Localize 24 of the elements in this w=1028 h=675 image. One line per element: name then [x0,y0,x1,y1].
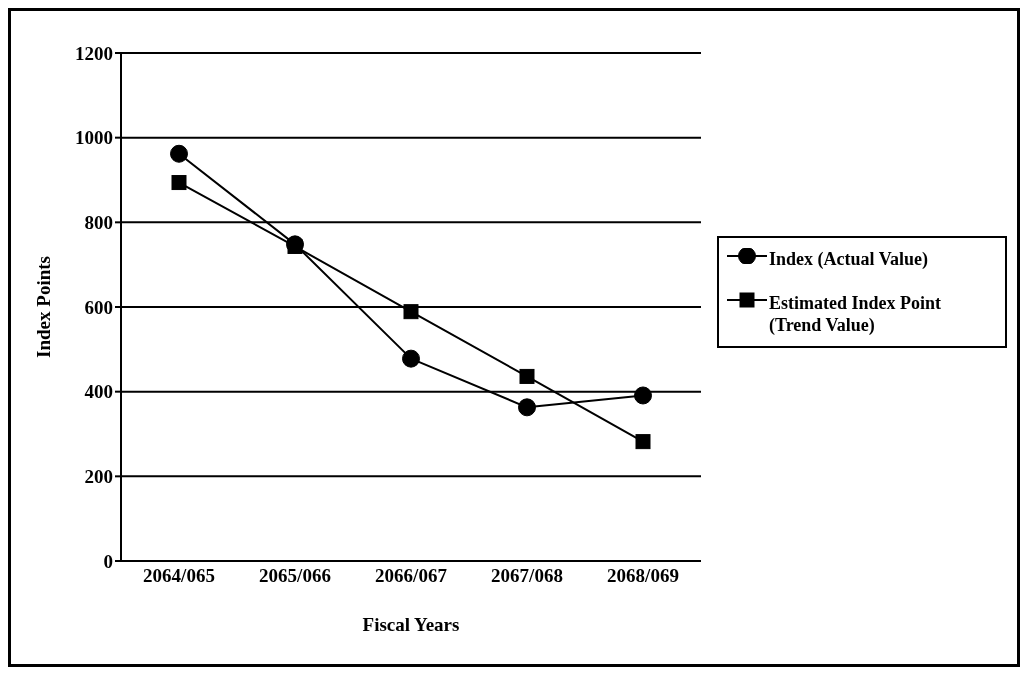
point [519,368,535,384]
point [635,434,651,450]
y-tick-label: 400 [84,381,113,403]
point [170,144,188,163]
legend-label: Estimated Index Point (Trend Value) [769,292,942,336]
point [171,175,187,191]
y-tick-label: 1200 [75,42,113,64]
y-tick-label: 1000 [75,127,113,149]
point [402,349,420,368]
x-tick-label: 2068/069 [607,565,679,587]
point [403,304,419,320]
y-tick-label: 0 [103,550,113,572]
x-axis-title: Fiscal Years [362,614,460,635]
x-tick-label: 2064/065 [143,565,215,587]
y-tick-label: 200 [84,466,113,488]
point [518,398,536,417]
x-tick-label: 2067/068 [491,565,563,587]
point [634,386,652,405]
y-axis-title: Index Points [32,256,54,358]
x-tick-label: 2066/067 [375,565,448,587]
y-tick-label: 600 [84,296,113,318]
x-tick-label: 2065/066 [259,565,331,587]
legend-label: Index (Actual Value) [769,248,929,270]
y-tick-label: 800 [84,212,113,234]
